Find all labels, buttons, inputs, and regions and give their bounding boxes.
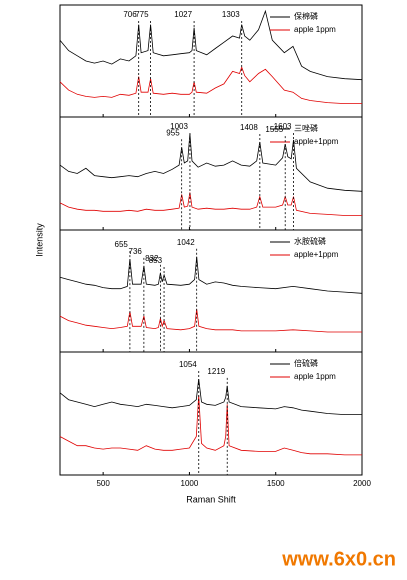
- x-axis-label: Raman Shift: [186, 494, 236, 504]
- peak-label: 1054: [179, 360, 197, 369]
- peak-label: 775: [135, 10, 149, 19]
- spectrum-line: [59, 9, 363, 81]
- legend-label: apple 1ppm: [294, 372, 336, 381]
- spectrum-line: [59, 133, 363, 192]
- spectrum-line: [59, 378, 362, 415]
- peak-label: 736: [129, 247, 143, 256]
- peak-label: 1219: [207, 367, 225, 376]
- panel-frame: [59, 351, 363, 476]
- legend-label: apple 1ppm: [294, 25, 336, 34]
- peak-label: 655: [115, 240, 129, 249]
- legend-label: 倍硫磷: [294, 358, 318, 368]
- peak-label: 1408: [240, 123, 258, 132]
- legend-label: 三唑磷: [294, 123, 318, 133]
- panel-frame: [59, 229, 363, 353]
- x-tick-label: 1000: [181, 479, 199, 488]
- peak-label: 832: [145, 254, 159, 263]
- spectrum-line: [59, 309, 362, 333]
- peak-label: 1027: [174, 10, 192, 19]
- peak-label: 955: [166, 128, 180, 137]
- peak-label: 1042: [177, 238, 195, 247]
- peak-label: 1003: [170, 122, 188, 131]
- watermark: www.6x0.cn: [281, 548, 396, 570]
- panel-frame: [59, 4, 363, 118]
- x-tick-label: 1500: [267, 479, 285, 488]
- spectrum-line: [59, 256, 363, 294]
- spectrum-line: [59, 192, 362, 216]
- y-axis-label: Intensity: [34, 223, 44, 257]
- spectrum-line: [59, 65, 362, 104]
- peak-label: 1303: [222, 10, 240, 19]
- peak-label: 706: [123, 10, 137, 19]
- legend-label: 水胺硫磷: [294, 236, 326, 246]
- peak-label: 853: [149, 256, 163, 265]
- legend-label: apple+1ppm: [294, 250, 339, 259]
- legend-label: apple+1ppm: [294, 137, 339, 146]
- peak-label: 1603: [274, 122, 292, 131]
- peak-label: 1555: [265, 125, 283, 134]
- x-tick-label: 2000: [353, 479, 371, 488]
- x-tick-label: 500: [96, 479, 110, 488]
- panel-frame: [59, 116, 363, 231]
- legend-label: 保棉磷: [294, 11, 318, 21]
